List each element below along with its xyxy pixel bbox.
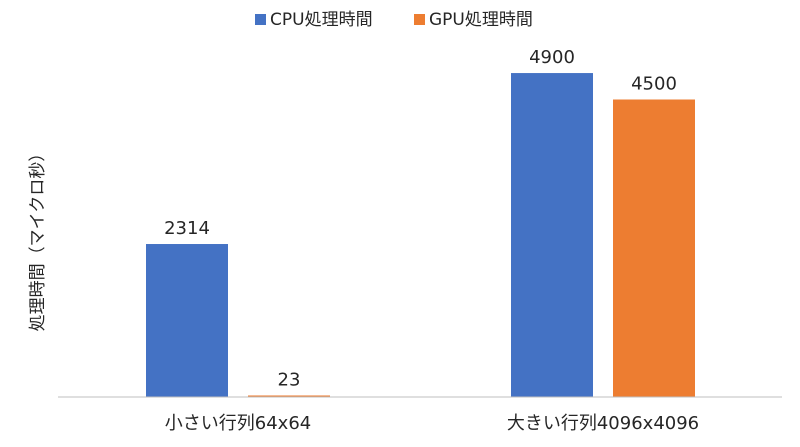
legend-swatch-gpu [414, 14, 425, 25]
x-tick-label-large: 大きい行列4096x4096 [507, 413, 699, 434]
data-label-gpu-small: 23 [278, 369, 301, 390]
bar-gpu-small [248, 395, 330, 397]
data-label-cpu-small: 2314 [164, 218, 210, 239]
bar-cpu-large [511, 73, 593, 398]
legend-swatch-cpu [255, 14, 266, 25]
plot-area: 2314 23 4900 4500 [146, 47, 695, 398]
y-axis-label: 処理時間（マイクロ秒） [28, 145, 48, 332]
legend: CPU処理時間 GPU処理時間 [255, 10, 533, 30]
data-label-gpu-large: 4500 [631, 74, 677, 95]
bar-cpu-small [146, 244, 228, 397]
x-tick-label-small: 小さい行列64x64 [165, 413, 311, 434]
data-label-cpu-large: 4900 [529, 47, 575, 68]
bar-gpu-large [613, 99, 695, 397]
legend-label-cpu: CPU処理時間 [270, 10, 373, 30]
legend-label-gpu: GPU処理時間 [429, 10, 533, 30]
